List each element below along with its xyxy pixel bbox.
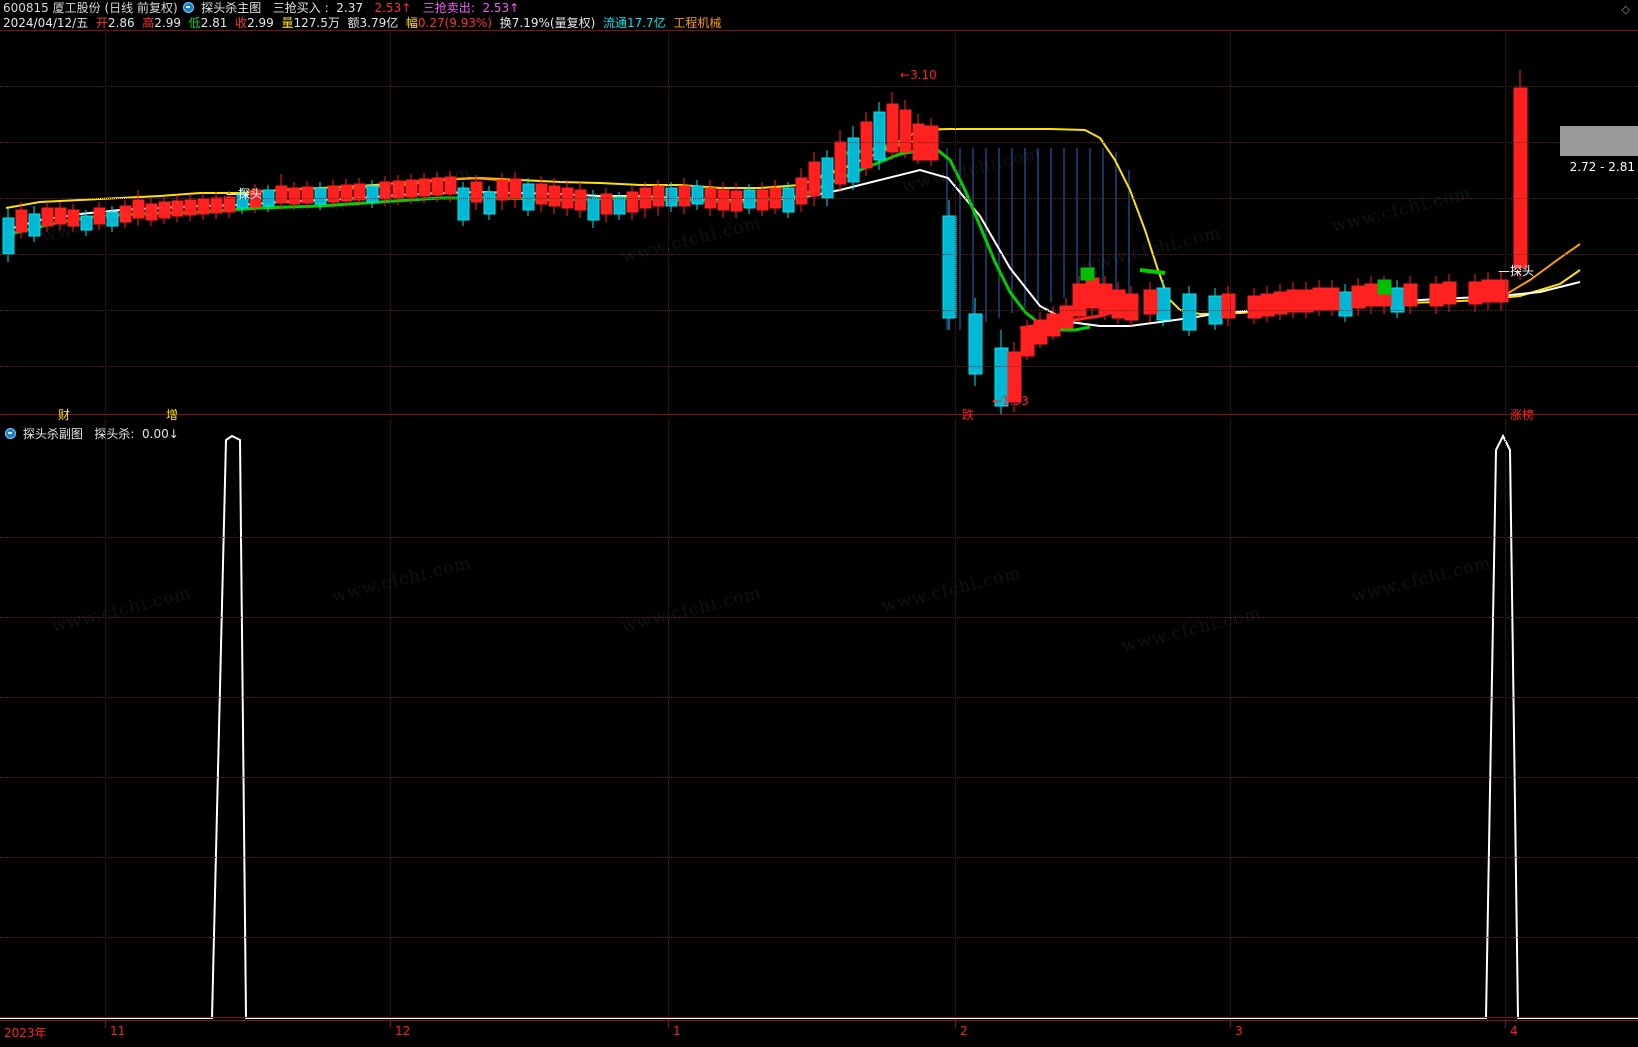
buy-label: 三抢买入 :	[272, 1, 329, 15]
sub-indicator-line	[0, 433, 1638, 1019]
buy-value-2: 2.53↑	[374, 1, 412, 15]
price-range-label: 2.72 - 2.81	[1569, 160, 1635, 174]
stock-name: 厦工股份 (日线 前复权)	[52, 1, 178, 15]
main-price-chart[interactable]: www.cfchi.com www.cfchi.com www.cfchi.co…	[0, 30, 1638, 422]
signal-line-orange	[1499, 243, 1581, 299]
sector-link[interactable]: 工程机械	[673, 16, 722, 30]
stock-code: 600815	[3, 1, 49, 15]
gridline	[0, 937, 1638, 938]
gridline-v	[105, 420, 106, 1020]
axis-label-2: 12	[395, 1024, 411, 1038]
axis-tick	[955, 1020, 956, 1028]
main-indicator-label[interactable]: 探头杀主图	[201, 1, 262, 15]
gridline-v	[955, 420, 956, 1020]
gridline	[0, 142, 1638, 143]
gridline-v	[1230, 30, 1231, 415]
sub-indicator-toggle-icon[interactable]	[5, 428, 16, 439]
high-value: 2.99	[154, 16, 182, 30]
gridline-v	[1505, 30, 1506, 415]
gridline-v	[390, 30, 391, 415]
gridline-v	[668, 420, 669, 1020]
axis-line	[0, 1020, 1638, 1021]
gridline	[0, 86, 1638, 87]
gridline	[0, 366, 1638, 367]
high-label: 高	[142, 16, 155, 30]
indicator-toggle-icon[interactable]	[183, 2, 195, 13]
probe-label-left: —探头	[226, 187, 263, 201]
turnover-value: 7.19%(量复权)	[511, 16, 596, 30]
sub-indicator-label: 探头杀:	[94, 427, 135, 441]
gridline	[0, 857, 1638, 858]
header-line-1: 600815 厦工股份 (日线 前复权) 探头杀主图 三抢买入 : 2.37 2…	[3, 1, 519, 15]
gridline	[0, 310, 1638, 311]
probe-label-right: —探头	[1498, 264, 1535, 278]
axis-label-4: 2	[960, 1024, 968, 1038]
sub-chart-header: 探头杀副图 探头杀: 0.00↓	[3, 425, 179, 442]
open-label: 开	[95, 16, 108, 30]
gridline	[0, 617, 1638, 618]
rank-label: 涨榜	[1510, 408, 1535, 422]
open-value: 2.86	[107, 16, 135, 30]
change-value: 0.27(9.93%)	[417, 16, 493, 30]
close-value: 2.99	[247, 16, 274, 30]
gridline	[0, 414, 1638, 415]
axis-tick	[105, 1020, 106, 1028]
close-label: 收	[235, 16, 248, 30]
axis-tick	[668, 1020, 669, 1028]
sub-chart-title[interactable]: 探头杀副图	[22, 427, 83, 441]
gridline	[0, 537, 1638, 538]
axis-tick	[1230, 1020, 1231, 1028]
sell-label: 三抢卖出:	[422, 1, 475, 15]
quote-date: 2024/04/12	[3, 16, 73, 30]
gridline-v	[105, 30, 106, 415]
amount-label: 额	[347, 16, 360, 30]
gridline-v	[668, 30, 669, 415]
axis-label-5: 3	[1235, 1024, 1243, 1038]
float-label: 流通	[602, 16, 627, 30]
diamond-icon[interactable]: ◇	[1621, 3, 1630, 16]
axis-tick	[1505, 1020, 1506, 1028]
gridline-v	[390, 420, 391, 1020]
gridline	[0, 697, 1638, 698]
gridline	[0, 198, 1638, 199]
sell-value: 2.53↑	[482, 1, 520, 15]
signal-line-green3	[1139, 268, 1166, 275]
axis-tick	[390, 1020, 391, 1028]
header: 600815 厦工股份 (日线 前复权) 探头杀主图 三抢买入 : 2.37 2…	[0, 0, 1638, 30]
axis-label-3: 1	[673, 1024, 681, 1038]
turnover-label: 换	[499, 16, 512, 30]
float-value: 17.7亿	[626, 16, 666, 30]
axis-label-1: 11	[110, 1024, 126, 1038]
gridline-v	[1505, 420, 1506, 1020]
increase-label: 增	[166, 408, 179, 422]
sub-indicator-value: 0.00↓	[142, 427, 179, 441]
current-price-highlight	[1560, 126, 1638, 156]
low-label: 低	[188, 16, 201, 30]
x-axis: 2023年 11 12 1 2 3 4	[0, 1020, 1638, 1047]
wealth-label: 财	[58, 408, 71, 422]
amount-value: 3.79亿	[359, 16, 399, 30]
gridline	[0, 254, 1638, 255]
fall-label: 跌	[962, 408, 975, 422]
volume-value: 127.5万	[293, 16, 340, 30]
trough-annotation: ←1.93	[992, 394, 1029, 408]
sub-indicator-chart[interactable]: www.cfchi.com www.cfchi.com www.cfchi.co…	[0, 420, 1638, 1020]
buy-value: 2.37	[336, 1, 364, 15]
axis-label-0: 2023年	[4, 1026, 47, 1040]
gridline	[0, 30, 1638, 31]
axis-label-6: 4	[1510, 1024, 1518, 1038]
low-value: 2.81	[200, 16, 228, 30]
gridline-v	[1230, 420, 1231, 1020]
gridline-v	[955, 30, 956, 415]
header-line-2: 2024/04/12/五 开2.86 高2.99 低2.81 收2.99 量12…	[3, 16, 722, 30]
volume-label: 量	[281, 16, 294, 30]
peak-annotation: ←3.10	[900, 68, 937, 82]
gridline	[0, 777, 1638, 778]
quote-weekday: 五	[76, 16, 89, 30]
change-label: 幅	[405, 16, 418, 30]
gridline	[0, 1017, 1638, 1018]
